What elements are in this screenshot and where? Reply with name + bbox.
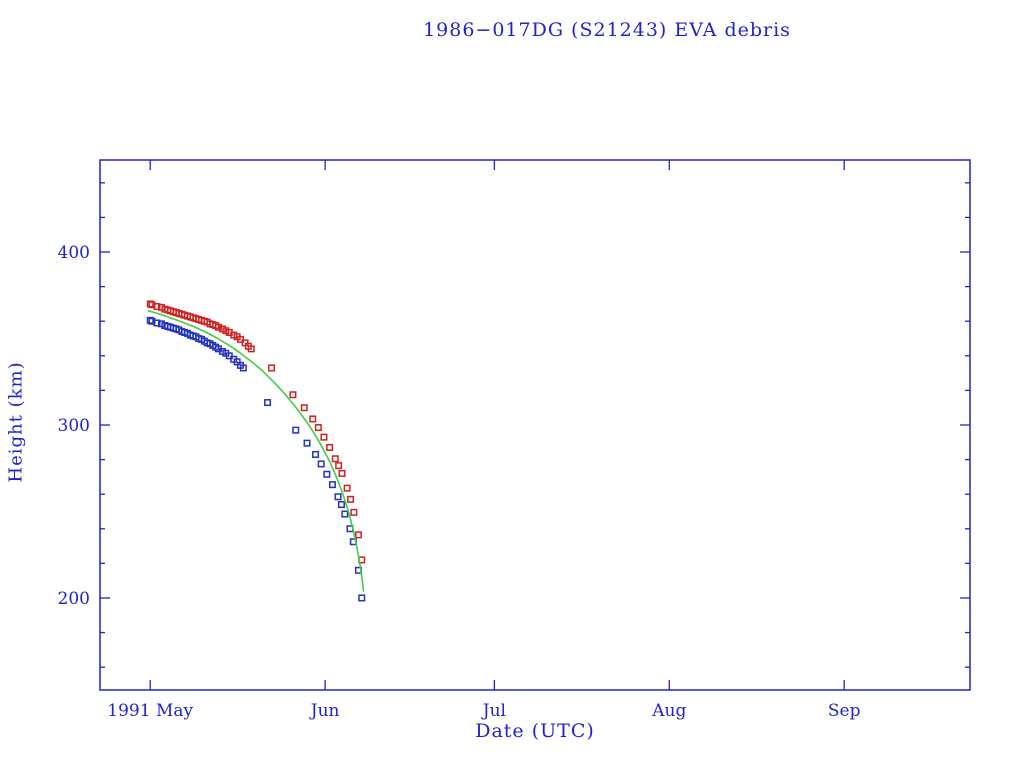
plot-border — [99, 159, 971, 691]
chart-title: 1986−017DG (S21243) EVA debris — [423, 19, 791, 41]
perigee-height-point — [323, 470, 331, 478]
apogee-height-point — [338, 469, 346, 477]
apogee-height-point — [347, 495, 355, 503]
apogee-height-point — [289, 391, 297, 399]
apogee-height-point — [153, 303, 161, 311]
apogee-height-point — [320, 433, 328, 441]
perigee-height-point — [292, 426, 300, 434]
perigee-height-point — [328, 481, 336, 489]
y-tick-label: 200 — [58, 589, 90, 609]
perigee-height-point — [358, 594, 366, 602]
perigee-height-point — [337, 501, 345, 509]
decay-fit-line — [147, 310, 365, 592]
perigee-height-point — [146, 316, 154, 324]
x-tick-label: 1991 May — [107, 701, 193, 721]
apogee-height-point — [214, 323, 222, 331]
apogee-height-point — [268, 364, 276, 372]
apogee-height-point — [247, 345, 255, 353]
apogee-height-point — [331, 455, 339, 463]
perigee-height-point — [317, 460, 325, 468]
x-tick-label: Aug — [651, 701, 686, 721]
perigee-height-point — [334, 493, 342, 501]
apogee-height-point — [335, 462, 343, 470]
apogee-height-point — [300, 404, 308, 412]
y-tick-label: 300 — [58, 416, 90, 436]
apogee-height-point — [309, 415, 317, 423]
x-tick-label: Jul — [481, 701, 506, 721]
apogee-height-point — [146, 300, 154, 308]
perigee-height-point — [312, 450, 320, 458]
x-tick-label: Sep — [828, 701, 861, 721]
apogee-height-point — [314, 424, 322, 432]
perigee-height-point — [239, 364, 247, 372]
apogee-height-point — [326, 443, 334, 451]
apogee-height-point — [354, 531, 362, 539]
x-tick-label: Jun — [309, 701, 340, 721]
apogee-height-point — [343, 484, 351, 492]
perigee-height-point — [153, 319, 161, 327]
apogee-height-point — [350, 508, 358, 516]
perigee-height-point — [264, 399, 272, 407]
perigee-height-point — [341, 510, 349, 518]
y-tick-label: 400 — [58, 243, 90, 263]
x-axis-label: Date (UTC) — [475, 720, 595, 742]
perigee-height-point — [303, 439, 311, 447]
